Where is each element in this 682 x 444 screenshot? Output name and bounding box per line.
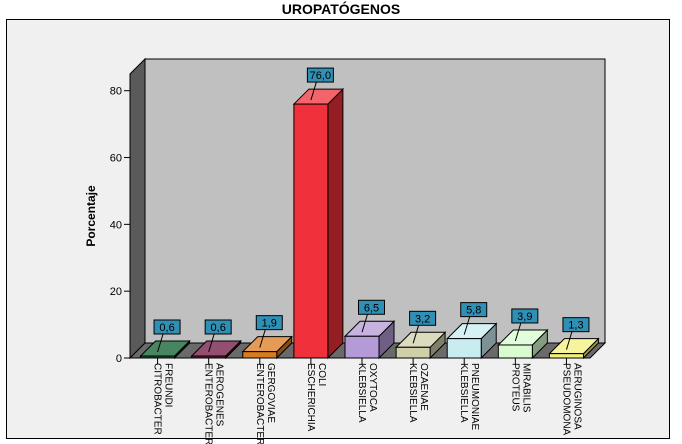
data-label-box [511, 308, 539, 324]
x-tick-label: AERUGINOSA [571, 363, 582, 430]
x-tick-label: KLEBSIELLA [356, 363, 367, 423]
bar-side [327, 87, 344, 360]
data-label: 0,6 [159, 322, 174, 334]
bar [395, 346, 431, 359]
y-tick-label: 0 [116, 353, 122, 365]
bar [140, 355, 176, 359]
data-label-leader [361, 314, 368, 333]
side-wall [129, 57, 146, 360]
bar [548, 353, 584, 359]
data-label: 1,9 [262, 318, 277, 330]
data-label-leader [157, 333, 164, 353]
bar [344, 335, 380, 359]
x-tick-label: OZAENAE [418, 363, 429, 411]
x-tick-label: KLEBSIELLA [407, 363, 418, 423]
x-tick-label: PROTEUS [509, 363, 520, 412]
data-label: 3,9 [517, 311, 532, 323]
data-label-box [306, 67, 334, 83]
x-tick-label: FREUNDI [163, 363, 174, 407]
data-label: 3,2 [415, 313, 430, 325]
bar [191, 355, 227, 359]
data-label-box [255, 315, 283, 331]
y-axis-label: Porcentaje [84, 185, 98, 247]
x-tick-label: ESCHERICHIA [305, 363, 316, 432]
data-label-box [409, 310, 437, 326]
x-tick-label: MIRABILIS [520, 363, 531, 413]
y-tick-label: 80 [110, 86, 122, 98]
data-label: 1,3 [568, 320, 583, 332]
data-label-box [153, 319, 181, 335]
x-tick-label: AEROGENES [214, 363, 225, 427]
data-label-box [204, 319, 232, 335]
chart-title: UROPATÓGENOS [281, 1, 401, 17]
data-label: 6,5 [364, 302, 379, 314]
y-tick-label: 60 [110, 153, 122, 165]
data-label-leader [463, 316, 471, 335]
x-tick-label: COLI [316, 363, 327, 386]
data-label-leader [514, 322, 522, 342]
bar [242, 351, 278, 359]
data-label-leader [565, 331, 573, 350]
x-tick-label: OXYTOCA [367, 363, 378, 412]
bar [293, 103, 329, 359]
x-tick-label: PSEUDOMONA [560, 363, 571, 436]
data-label-leader [412, 325, 420, 344]
data-label: 5,8 [466, 305, 481, 317]
y-tick-label: 20 [110, 286, 122, 298]
data-label-box [358, 299, 385, 315]
y-tick-label: 40 [110, 219, 122, 231]
data-label-box [460, 302, 488, 318]
x-tick-label: KLEBSIELLA [458, 363, 469, 423]
bar [446, 338, 482, 359]
data-label-box [562, 317, 590, 333]
data-label-leader [259, 329, 266, 348]
bar [497, 344, 533, 359]
x-tick-label: GERGOVIAE [265, 363, 276, 423]
data-label-leader [208, 333, 215, 353]
x-tick-label: PNEUMONIAE [469, 363, 480, 431]
x-tick-label: ENTEROBACTER [203, 363, 214, 444]
x-tick-label: ENTEROBACTER [254, 363, 265, 444]
data-label: 76,0 [310, 70, 331, 82]
x-tick-label: CITROBACTER [152, 363, 163, 435]
data-label: 0,6 [211, 322, 226, 334]
data-label-leader [310, 81, 317, 101]
